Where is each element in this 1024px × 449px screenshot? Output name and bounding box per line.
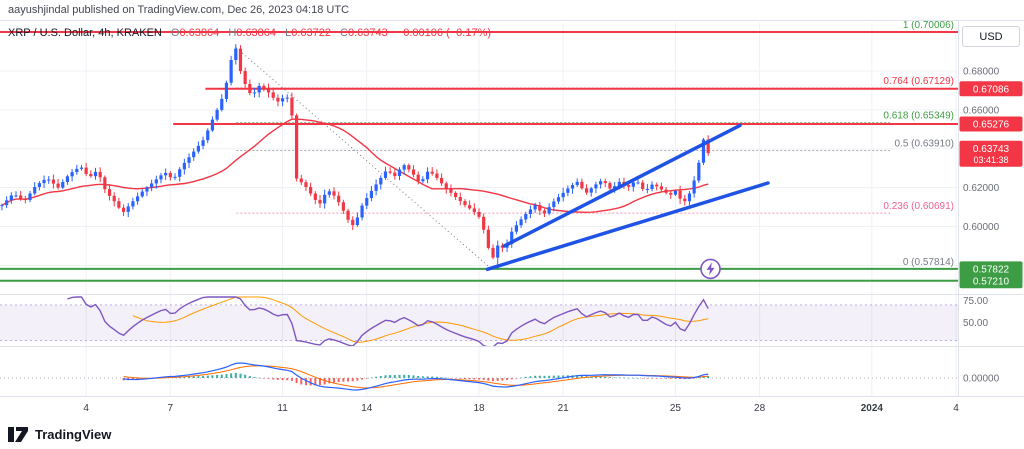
price-axis-badge [959, 140, 1023, 167]
svg-text:0.57210: 0.57210 [973, 276, 1010, 287]
svg-text:0.66000: 0.66000 [963, 105, 1000, 116]
time-axis: 4 7 11 14 18 21 25 28 2024 4 [83, 403, 959, 414]
low-value: 0.63722 [291, 27, 331, 39]
svg-text:0.5 (0.63910): 0.5 (0.63910) [895, 139, 955, 150]
svg-text:14: 14 [361, 403, 373, 414]
svg-text:25: 25 [670, 403, 682, 414]
svg-text:0 (0.57814): 0 (0.57814) [903, 257, 954, 268]
close-value: 0.63743 [348, 27, 388, 39]
svg-text:4: 4 [83, 403, 89, 414]
fib-level-labels: 1 (0.70006) 0.764 (0.67129) 0.618 (0.65349… [883, 20, 954, 268]
svg-text:2024: 2024 [861, 403, 884, 414]
svg-text:0.00000: 0.00000 [963, 374, 1000, 385]
svg-text:21: 21 [558, 403, 570, 414]
svg-text:0.618 (0.65349): 0.618 (0.65349) [883, 111, 954, 122]
svg-text:7: 7 [168, 403, 174, 414]
publish-info: aayushjindal published on TradingView.co… [8, 4, 350, 16]
macd-panel [0, 362, 958, 391]
tradingview-logo-icon [8, 427, 28, 442]
open-value: 0.63864 [179, 27, 220, 39]
price-axis-badge [959, 81, 1023, 97]
close-label: C [340, 27, 348, 39]
publish-header: aayushjindal published on TradingView.co… [0, 0, 1024, 21]
svg-text:11: 11 [277, 403, 288, 414]
svg-text:0.764 (0.67129): 0.764 (0.67129) [883, 76, 954, 87]
high-value: 0.63864 [236, 27, 277, 39]
currency-toggle-button[interactable]: USD [962, 26, 1020, 47]
change-value: −0.00106 (−0.17%) [396, 27, 492, 39]
svg-text:0.60000: 0.60000 [963, 222, 1000, 233]
price-axis-badge [959, 273, 1023, 289]
svg-text:4: 4 [953, 403, 959, 414]
footer-brand[interactable]: TradingView [8, 427, 111, 442]
high-label: H [228, 27, 237, 39]
grid-lines [0, 23, 958, 396]
trend-channel-lines [485, 123, 770, 272]
svg-text:0.68000: 0.68000 [963, 67, 1000, 78]
open-label: O [170, 27, 180, 39]
svg-text:0.63743: 0.63743 [973, 144, 1010, 155]
lightning-marker [700, 258, 721, 280]
price-axis: 0.68000 0.66000 0.62000 0.60000 75.00 50.00 0.… [963, 67, 1000, 385]
price-axis-badge [959, 116, 1023, 132]
horizontal-level-lines [0, 31, 958, 282]
low-label: L [285, 27, 292, 39]
symbol-legend: XRP / U.S. Dollar, 4h, KRAKEN O0.63864 H… [8, 27, 491, 39]
moving-average-line [1, 118, 709, 214]
candlestick-series [0, 44, 710, 270]
panel-separators [0, 21, 1024, 397]
svg-text:1 (0.70006): 1 (0.70006) [903, 20, 954, 31]
price-axis-badge [959, 261, 1023, 277]
svg-text:0.236 (0.60691): 0.236 (0.60691) [883, 201, 954, 212]
rsi-panel [0, 296, 958, 346]
svg-text:0.62000: 0.62000 [963, 183, 1000, 194]
svg-text:18: 18 [473, 403, 485, 414]
symbol-title: XRP / U.S. Dollar, 4h, KRAKEN [8, 27, 162, 39]
svg-text:28: 28 [754, 403, 766, 414]
svg-text:0.57822: 0.57822 [973, 264, 1010, 275]
svg-text:0.67086: 0.67086 [973, 84, 1010, 95]
svg-text:75.00: 75.00 [963, 296, 988, 307]
svg-text:0.65276: 0.65276 [973, 119, 1010, 130]
svg-text:50.00: 50.00 [963, 318, 988, 329]
svg-text:03:41:38: 03:41:38 [973, 155, 1008, 165]
tradingview-wordmark: TradingView [35, 427, 112, 442]
